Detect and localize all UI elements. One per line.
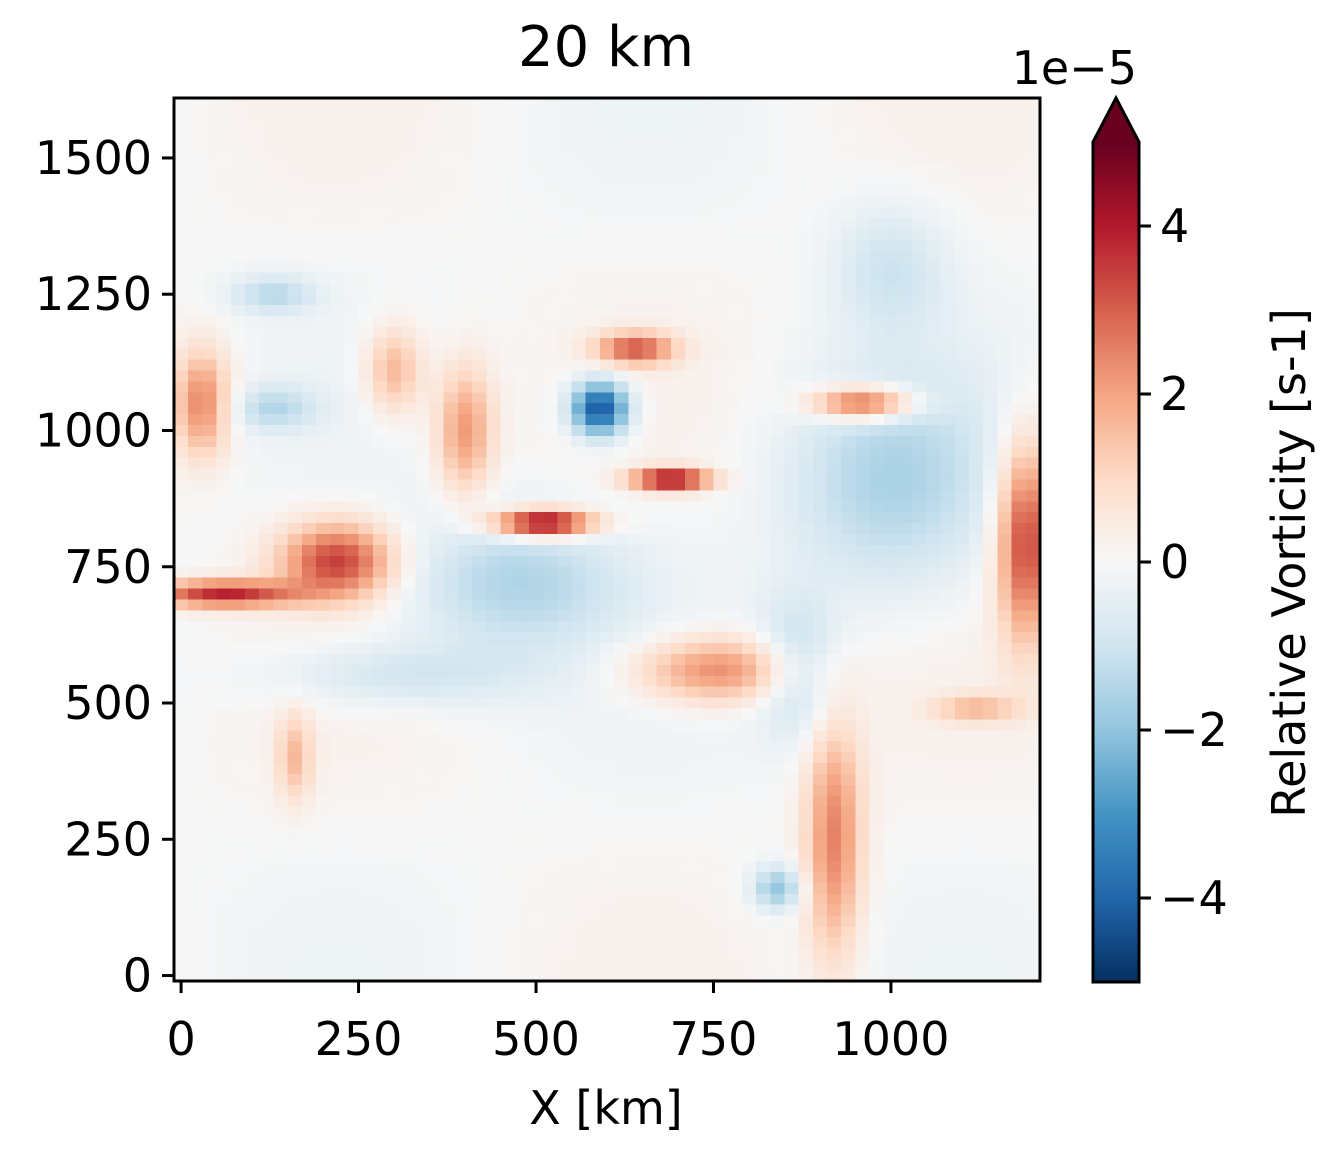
colorbar-frame: [1091, 94, 1141, 984]
vorticity-heatmap: [174, 98, 1040, 981]
x-tick-label: 500: [492, 1012, 580, 1066]
y-tick-label: 1500: [35, 131, 152, 185]
colorbar-gradient: [1093, 142, 1139, 982]
colorbar-tick-label: 0: [1160, 535, 1189, 589]
x-tick-label: 0: [166, 1012, 195, 1066]
y-tick-label: 500: [64, 676, 152, 730]
y-tick-label: 1000: [35, 403, 152, 457]
colorbar-multiplier: 1e−5: [1012, 41, 1137, 95]
plot-frame: [172, 96, 1042, 983]
colorbar-tick-label: 4: [1160, 199, 1189, 253]
y-tick-label: 0: [123, 949, 152, 1003]
x-tick-label: 1000: [832, 1012, 949, 1066]
y-tick-label: 1250: [35, 267, 152, 321]
colorbar-tick-label: 2: [1160, 367, 1189, 421]
colorbar-extend-arrow: [1093, 98, 1139, 142]
y-tick-label: 750: [64, 540, 152, 594]
colorbar-tick-label: −4: [1160, 871, 1228, 925]
x-axis-label: X [km]: [529, 1081, 682, 1135]
chart-title: 20 km: [518, 15, 694, 80]
plot-area: [172, 96, 1042, 983]
colorbar-tick-label: −2: [1160, 703, 1228, 757]
x-axis: 0 250 500 750 1000: [166, 981, 949, 1066]
colorbar-ticks: −4 −2 0 2 4: [1139, 199, 1228, 925]
colorbar-label: Relative Vorticity [s-1]: [1262, 308, 1316, 818]
x-tick-label: 250: [315, 1012, 403, 1066]
colorbar: −4 −2 0 2 4 1e−5 Relative Vorticity [s-1]: [1012, 41, 1316, 984]
y-axis: 0 250 500 750 1000 1250 1500: [35, 131, 174, 1003]
y-tick-label: 250: [64, 812, 152, 866]
x-tick-label: 750: [670, 1012, 758, 1066]
